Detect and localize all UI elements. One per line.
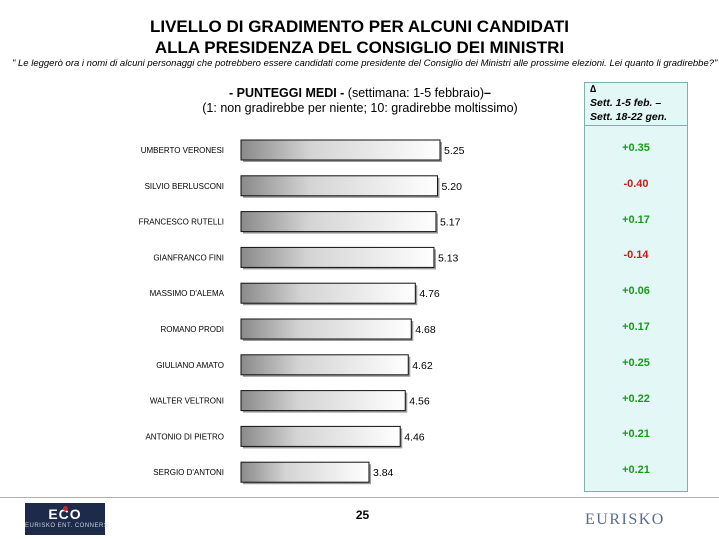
bar	[240, 425, 401, 447]
bar	[240, 139, 441, 161]
category-label: GIANFRANCO FINI	[153, 253, 224, 262]
category-label: WALTER VELTRONI	[150, 397, 224, 406]
value-label: 4.68	[415, 324, 436, 336]
category-label: SILVIO BERLUSCONI	[145, 182, 224, 191]
category-label: UMBERTO VERONESI	[141, 146, 224, 155]
bar	[240, 390, 406, 412]
chart-title-line1: LIVELLO DI GRADIMENTO PER ALCUNI CANDIDA…	[149, 17, 569, 36]
subtitle-week: (settimana: 1-5 febbraio)	[344, 86, 484, 100]
category-label: GIULIANO AMATO	[156, 361, 224, 370]
delta-value: +0.25	[622, 356, 650, 369]
value-label: 4.56	[409, 396, 430, 408]
eco-logo-text: EURISKO ENT. CONNERS	[25, 523, 109, 529]
delta-value: -0.40	[623, 177, 649, 190]
delta-header-line2: Sett. 18-22 gen.	[590, 111, 668, 123]
delta-value: +0.17	[622, 321, 650, 333]
bars-layer: UMBERTO VERONESI 5.25 SILVIO BERLUSCONI 5.2…	[139, 139, 465, 485]
delta-value: +0.21	[622, 428, 650, 441]
delta-value: +0.21	[622, 464, 650, 477]
delta-header: ∆ Sett. 1-5 feb. – Sett. 18-22 gen.	[585, 83, 687, 126]
category-label: ROMANO PRODI	[160, 325, 224, 334]
value-label: 5.25	[444, 145, 465, 157]
bar	[240, 282, 416, 304]
value-label: 3.84	[373, 467, 394, 479]
value-label: 4.76	[419, 288, 440, 300]
bar	[240, 461, 370, 483]
question-note: " Le leggerò ora i nomi di alcuni person…	[12, 58, 718, 69]
value-label: 4.62	[412, 360, 433, 372]
value-label: 5.13	[438, 252, 459, 264]
eurisko-logo: EURISKO	[585, 511, 665, 528]
delta-value: +0.35	[622, 142, 650, 154]
bar	[240, 318, 412, 340]
value-label: 5.17	[440, 217, 461, 229]
subtitle: - PUNTEGGI MEDI - (settimana: 1-5 febbra…	[150, 86, 570, 100]
category-label: MASSIMO D'ALEMA	[150, 289, 225, 298]
chart-title-line2: ALLA PRESIDENZA DEL CONSIGLIO DEI MINIST…	[154, 38, 565, 57]
eco-logo-dot-icon	[63, 506, 68, 511]
delta-value: +0.06	[622, 285, 650, 298]
delta-value: -0.14	[623, 249, 649, 262]
bar	[240, 211, 437, 233]
bar	[240, 246, 435, 268]
delta-panel: ∆ Sett. 1-5 feb. – Sett. 18-22 gen.	[584, 82, 688, 492]
subtitle-bold: - PUNTEGGI MEDI -	[229, 86, 345, 100]
footer-divider	[0, 497, 719, 498]
category-label: FRANCESCO RUTELLI	[139, 218, 224, 227]
bar-chart: UMBERTO VERONESI 5.25 SILVIO BERLUSCONI 5.2…	[139, 139, 465, 485]
subtitle-dash: –	[483, 86, 491, 100]
eco-logo-mark: ECO	[48, 506, 82, 522]
delta-header-line1: Sett. 1-5 feb. –	[590, 97, 662, 109]
value-label: 5.20	[441, 181, 462, 193]
bar	[240, 175, 438, 197]
category-label: ANTONIO DI PIETRO	[145, 432, 224, 441]
page-number: 25	[355, 508, 370, 522]
delta-icon: ∆	[590, 84, 597, 95]
eco-logo: ECO EURISKO ENT. CONNERS	[25, 503, 109, 535]
bar	[240, 354, 409, 376]
value-label: 4.46	[404, 431, 425, 443]
delta-value: +0.22	[622, 392, 650, 405]
category-label: SERGIO D'ANTONI	[153, 468, 224, 477]
subtitle-scale: (1: non gradirebbe per niente; 10: gradi…	[202, 101, 518, 115]
delta-value: +0.17	[622, 213, 650, 226]
